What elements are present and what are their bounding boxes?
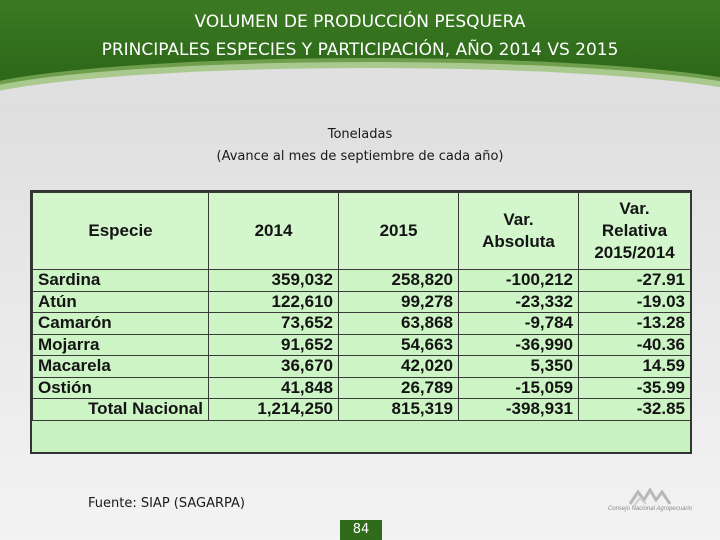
table-subtitle: Toneladas (Avance al mes de septiembre d… [0, 124, 720, 168]
header-var-relativa: Var. Relativa 2015/2014 [578, 192, 691, 270]
cell-var-relativa: -35.99 [578, 376, 691, 399]
cell-var-relativa: -40.36 [578, 333, 691, 356]
table-header-row: Especie 2014 2015 Var. Absoluta Var. Rel… [32, 192, 691, 270]
table-row: Atún 122,610 99,278 -23,332 -19.03 [32, 290, 691, 313]
cell-total-var-relativa: -32.85 [578, 398, 691, 421]
cell-var-relativa: -19.03 [578, 290, 691, 313]
cell-especie: Mojarra [32, 333, 209, 356]
cell-2014: 359,032 [208, 269, 339, 292]
cell-var-relativa: -27.91 [578, 269, 691, 292]
header-var-relativa-line1: Var. [619, 199, 650, 218]
cell-var-absoluta: -23,332 [458, 290, 579, 313]
cell-var-absoluta: -36,990 [458, 333, 579, 356]
table-row: Camarón 73,652 63,868 -9,784 -13.28 [32, 312, 691, 335]
cell-2015: 42,020 [338, 355, 459, 378]
table-row: Macarela 36,670 42,020 5,350 14.59 [32, 355, 691, 378]
subtitle-period: (Avance al mes de septiembre de cada año… [216, 149, 504, 164]
header-swoosh [0, 68, 720, 104]
cell-2015: 26,789 [338, 376, 459, 399]
cell-var-relativa: 14.59 [578, 355, 691, 378]
cell-especie: Camarón [32, 312, 209, 335]
cell-2015: 258,820 [338, 269, 459, 292]
cell-especie: Macarela [32, 355, 209, 378]
cell-var-absoluta: -15,059 [458, 376, 579, 399]
title-line-2: PRINCIPALES ESPECIES Y PARTICIPACIÓN, AÑ… [101, 40, 619, 60]
table-row: Ostión 41,848 26,789 -15,059 -35.99 [32, 376, 691, 399]
cell-2015: 63,868 [338, 312, 459, 335]
production-table: Especie 2014 2015 Var. Absoluta Var. Rel… [32, 192, 691, 421]
header-var-relativa-line2: Relativa [601, 221, 668, 240]
subtitle-units: Toneladas [327, 127, 393, 142]
cell-total-var-absoluta: -398,931 [458, 398, 579, 421]
cell-total-2015: 815,319 [338, 398, 459, 421]
header-var-absoluta-line2: Absoluta [482, 232, 555, 251]
cell-var-absoluta: -100,212 [458, 269, 579, 292]
header-2014: 2014 [208, 192, 339, 270]
header-var-absoluta-line1: Var. [503, 210, 534, 229]
source-note: Fuente: SIAP (SAGARPA) [88, 496, 246, 511]
cell-2014: 36,670 [208, 355, 339, 378]
cell-total-2014: 1,214,250 [208, 398, 339, 421]
cell-2014: 91,652 [208, 333, 339, 356]
cna-logo-icon [628, 487, 672, 507]
header-var-relativa-line3: 2015/2014 [594, 243, 675, 262]
cell-especie: Ostión [32, 376, 209, 399]
cell-especie: Sardina [32, 269, 209, 292]
header-var-absoluta: Var. Absoluta [458, 192, 579, 270]
table-total-row: Total Nacional 1,214,250 815,319 -398,93… [32, 398, 691, 421]
header-2015: 2015 [338, 192, 459, 270]
production-table-container: Especie 2014 2015 Var. Absoluta Var. Rel… [30, 190, 692, 454]
page-title: VOLUMEN DE PRODUCCIÓN PESQUERA PRINCIPAL… [0, 8, 720, 64]
cell-especie: Atún [32, 290, 209, 313]
logo-caption: Consejo Nacional Agropecuario [607, 506, 693, 512]
header-especie: Especie [32, 192, 209, 270]
cell-2014: 122,610 [208, 290, 339, 313]
cell-2014: 73,652 [208, 312, 339, 335]
title-line-1: VOLUMEN DE PRODUCCIÓN PESQUERA [194, 12, 526, 32]
cna-logo: Consejo Nacional Agropecuario [600, 484, 700, 524]
cell-2015: 99,278 [338, 290, 459, 313]
page-number: 84 [340, 520, 382, 540]
cell-var-relativa: -13.28 [578, 312, 691, 335]
cell-2014: 41,848 [208, 376, 339, 399]
header-banner: VOLUMEN DE PRODUCCIÓN PESQUERA PRINCIPAL… [0, 0, 720, 104]
table-row: Mojarra 91,652 54,663 -36,990 -40.36 [32, 333, 691, 356]
cell-var-absoluta: 5,350 [458, 355, 579, 378]
cell-2015: 54,663 [338, 333, 459, 356]
cell-total-label: Total Nacional [32, 398, 209, 421]
table-row: Sardina 359,032 258,820 -100,212 -27.91 [32, 269, 691, 292]
cell-var-absoluta: -9,784 [458, 312, 579, 335]
